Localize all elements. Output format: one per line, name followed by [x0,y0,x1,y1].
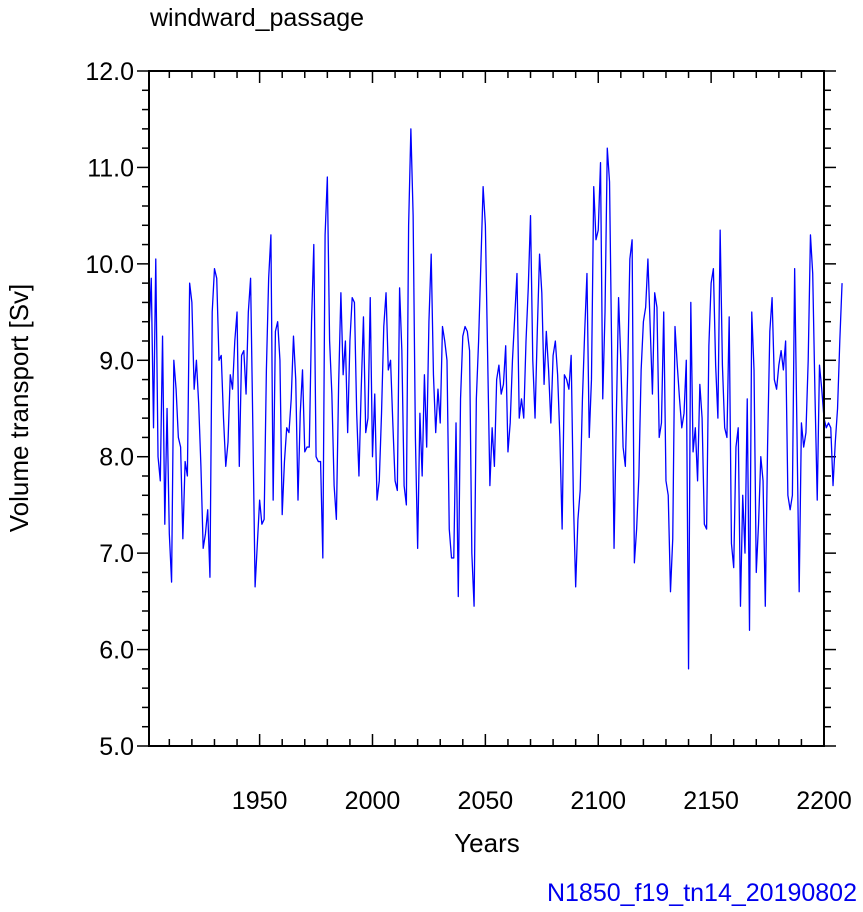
chart-title: windward_passage [150,4,365,32]
plot-frame [148,70,825,747]
y-tick-label: 7.0 [99,540,134,568]
y-tick-label: 8.0 [99,444,134,472]
x-axis-label: Years [454,828,520,858]
y-axis-label: Volume transport [Sv] [4,284,34,533]
run-name-label: N1850_f19_tn14_20190802 [546,879,857,907]
y-tick-label: 12.0 [85,58,134,86]
x-tick-label: 1950 [232,787,288,815]
y-tick-label: 5.0 [99,733,134,761]
x-tick-label: 2000 [345,787,401,815]
y-tick-label: 9.0 [99,347,134,375]
y-tick-label: 11.0 [87,154,134,182]
x-tick-label: 2150 [683,787,739,815]
y-tick-label: 10.0 [85,251,134,279]
y-tick-label: 6.0 [99,637,134,665]
axis-ticks [137,70,836,747]
series-line [148,128,843,670]
tick-labels: 1950 2000 2050 2100 2150 2200 5.0 6.0 7.0 8.0 9.0 1… [85,58,851,815]
x-tick-label: 2050 [458,787,514,815]
x-tick-label: 2200 [796,787,852,815]
x-tick-label: 2100 [570,787,626,815]
